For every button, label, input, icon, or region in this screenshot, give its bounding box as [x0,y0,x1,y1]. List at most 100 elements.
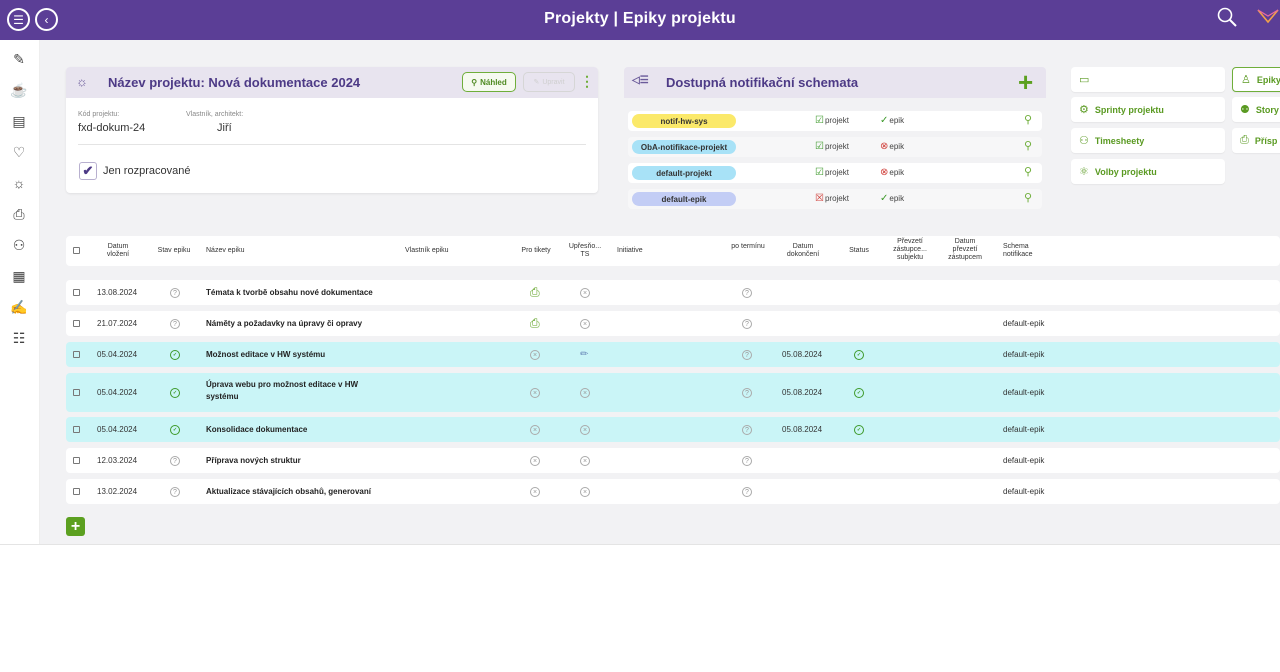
row-epic-name[interactable]: Náměty a požadavky na úpravy či opravy [206,319,363,328]
th-takeover-date[interactable]: Datum převzetí zástupcem [948,238,982,261]
pencil-icon[interactable]: ✏ [580,349,589,360]
zoom-icon[interactable]: ⚲ [1024,166,1033,178]
table-row[interactable]: 05.04.2024 ✓ Konsolidace dokumentace × ×? 05.… [66,417,1280,442]
schema-name-pill[interactable]: default-epik [632,192,736,206]
th-status[interactable]: Status [849,247,869,254]
row-epic-name[interactable]: Témata k tvorbě obsahu nové dokumentace [206,288,373,297]
table-row[interactable]: 05.04.2024 ✓ Možnost editace v HW systému ×… [66,342,1280,367]
row-epic-name[interactable]: Příprava nových struktur [206,456,301,465]
th-overdue[interactable]: po termínu [731,243,765,250]
x-circle-icon[interactable]: × [580,319,590,329]
th-ts[interactable]: Upřesňo... TS [568,243,602,258]
contributions-button[interactable]: ⎙ Přísp [1232,128,1280,153]
th-initiative[interactable]: Initiative [617,247,643,254]
apple-icon[interactable]: ⎙ [530,316,540,330]
x-circle-icon[interactable]: × [580,487,590,497]
x-circle-icon[interactable]: × [530,456,540,466]
row-date-done: 05.08.2024 [782,425,823,434]
row-checkbox[interactable] [73,351,80,358]
th-date-in[interactable]: Datum vložení [106,243,130,258]
table-row[interactable]: 13.02.2024? Aktualizace stávajících obsah… [66,479,1280,504]
table-row[interactable]: 21.07.2024? Náměty a požadavky na úpravy … [66,311,1280,336]
bulb-icon: ☼ [76,74,88,89]
row-epic-name[interactable]: Možnost editace v HW systému [206,350,326,359]
schema-name-pill[interactable]: default-projekt [632,166,736,180]
handshake-icon[interactable]: ♡ [12,143,26,160]
row-checkbox[interactable] [73,457,80,464]
x-circle-icon[interactable]: × [530,425,540,435]
th-takeover[interactable]: Převzetí zástupce... subjektu [893,238,927,261]
table-row[interactable]: 12.03.2024? Příprava nových struktur × ×? de… [66,448,1280,473]
x-circle-icon[interactable]: × [530,350,540,360]
th-tickets[interactable]: Pro tikety [521,247,551,254]
row-date-done: 05.08.2024 [782,350,823,359]
zoom-icon[interactable]: ⚲ [1024,114,1033,126]
row-checkbox[interactable] [73,289,80,296]
row-date: 12.03.2024 [97,456,138,465]
schema-name-pill[interactable]: ObA-notifikace-projekt [632,140,736,154]
projekt-flag: ☑ projekt [815,167,849,178]
add-epic-button[interactable]: + [66,517,85,536]
th-schema[interactable]: Schema notifikace [1003,243,1033,258]
done-state-icon: ✓ [170,350,180,360]
x-circle-icon[interactable]: × [580,388,590,398]
x-circle-icon[interactable]: × [580,288,590,298]
people-chart-icon[interactable]: ⚇ [12,236,26,253]
bulb-icon[interactable]: ☼ [12,175,26,191]
top-bar: ☰ ‹ Projekty | Epiky projektu [0,0,1280,40]
search-icon[interactable] [1216,6,1238,34]
x-circle-icon[interactable]: × [580,425,590,435]
row-checkbox[interactable] [73,488,80,495]
check-box-icon: ☑ [815,141,824,152]
th-owner[interactable]: Vlastník epiku [405,247,449,254]
in-progress-checkbox[interactable]: ✔ [79,162,97,180]
table-icon[interactable]: ▦ [12,267,26,284]
edit-button[interactable]: ✎ Upravit [523,72,575,92]
timesheets-button[interactable]: ⚇ Timesheety [1071,128,1225,153]
row-epic-name[interactable]: Konsolidace dokumentace [206,425,308,434]
th-name[interactable]: Název epiku [206,247,245,254]
schema-name-pill[interactable]: notif-hw-sys [632,114,736,128]
pin-icon[interactable]: ✎ [13,50,25,67]
apple-icon[interactable]: ⎙ [530,285,540,299]
coffee-icon[interactable]: ☕ [10,81,28,98]
add-schema-icon[interactable]: + [1018,67,1034,97]
logo-icon[interactable] [1256,6,1280,34]
row-checkbox[interactable] [73,389,80,396]
id-card-icon[interactable]: ▤ [12,112,26,129]
edit-doc-icon[interactable]: ✍ [10,298,28,315]
table-row[interactable]: 13.08.2024? Témata k tvorbě obsahu nové d… [66,280,1280,305]
project-card-header: ☼ Název projektu: Nová dokumentace 2024 … [66,67,598,98]
x-box-icon: ☒ [815,193,824,204]
x-circle-icon[interactable]: × [580,456,590,466]
folder-button[interactable]: ▭ [1071,67,1225,92]
project-title: Název projektu: Nová dokumentace 2024 [108,75,361,90]
team-icon[interactable]: ☷ [12,329,26,346]
th-date-done[interactable]: Datum dokončení [786,243,820,258]
zoom-icon[interactable]: ⚲ [1024,140,1033,152]
x-circle-icon[interactable]: × [530,388,540,398]
epiky-button[interactable]: ♙ Epiky [1232,67,1280,92]
unknown-icon: ? [742,425,752,435]
unknown-icon: ? [742,456,752,466]
row-epic-name[interactable]: Aktualizace stávajících obsahů, generova… [206,487,371,496]
select-all-checkbox[interactable] [73,247,80,254]
story-button[interactable]: ⚉ Story [1232,97,1280,122]
code-label: Kód projektu: [78,111,120,118]
x-circle-icon[interactable]: × [530,487,540,497]
row-date: 21.07.2024 [97,319,138,328]
back-icon[interactable]: ‹ [35,8,58,31]
more-icon[interactable]: ⋮ [580,73,594,89]
apple-icon[interactable]: ⎙ [13,205,25,222]
table-row[interactable]: 05.04.2024 ✓ Úprava webu pro možnost edita… [66,373,1280,412]
timesheet-icon: ⚇ [1079,135,1089,147]
sprints-button[interactable]: ⚙ Sprinty projektu [1071,97,1225,122]
row-epic-name[interactable]: Úprava webu pro možnost editace v HW sys… [206,380,359,401]
options-button[interactable]: ⚛ Volby projektu [1071,159,1225,184]
row-checkbox[interactable] [73,426,80,433]
preview-button[interactable]: ⚲ Náhled [462,72,516,92]
menu-icon[interactable]: ☰ [7,8,30,31]
row-checkbox[interactable] [73,320,80,327]
zoom-icon[interactable]: ⚲ [1024,192,1033,204]
th-state[interactable]: Stav epiku [157,247,191,254]
